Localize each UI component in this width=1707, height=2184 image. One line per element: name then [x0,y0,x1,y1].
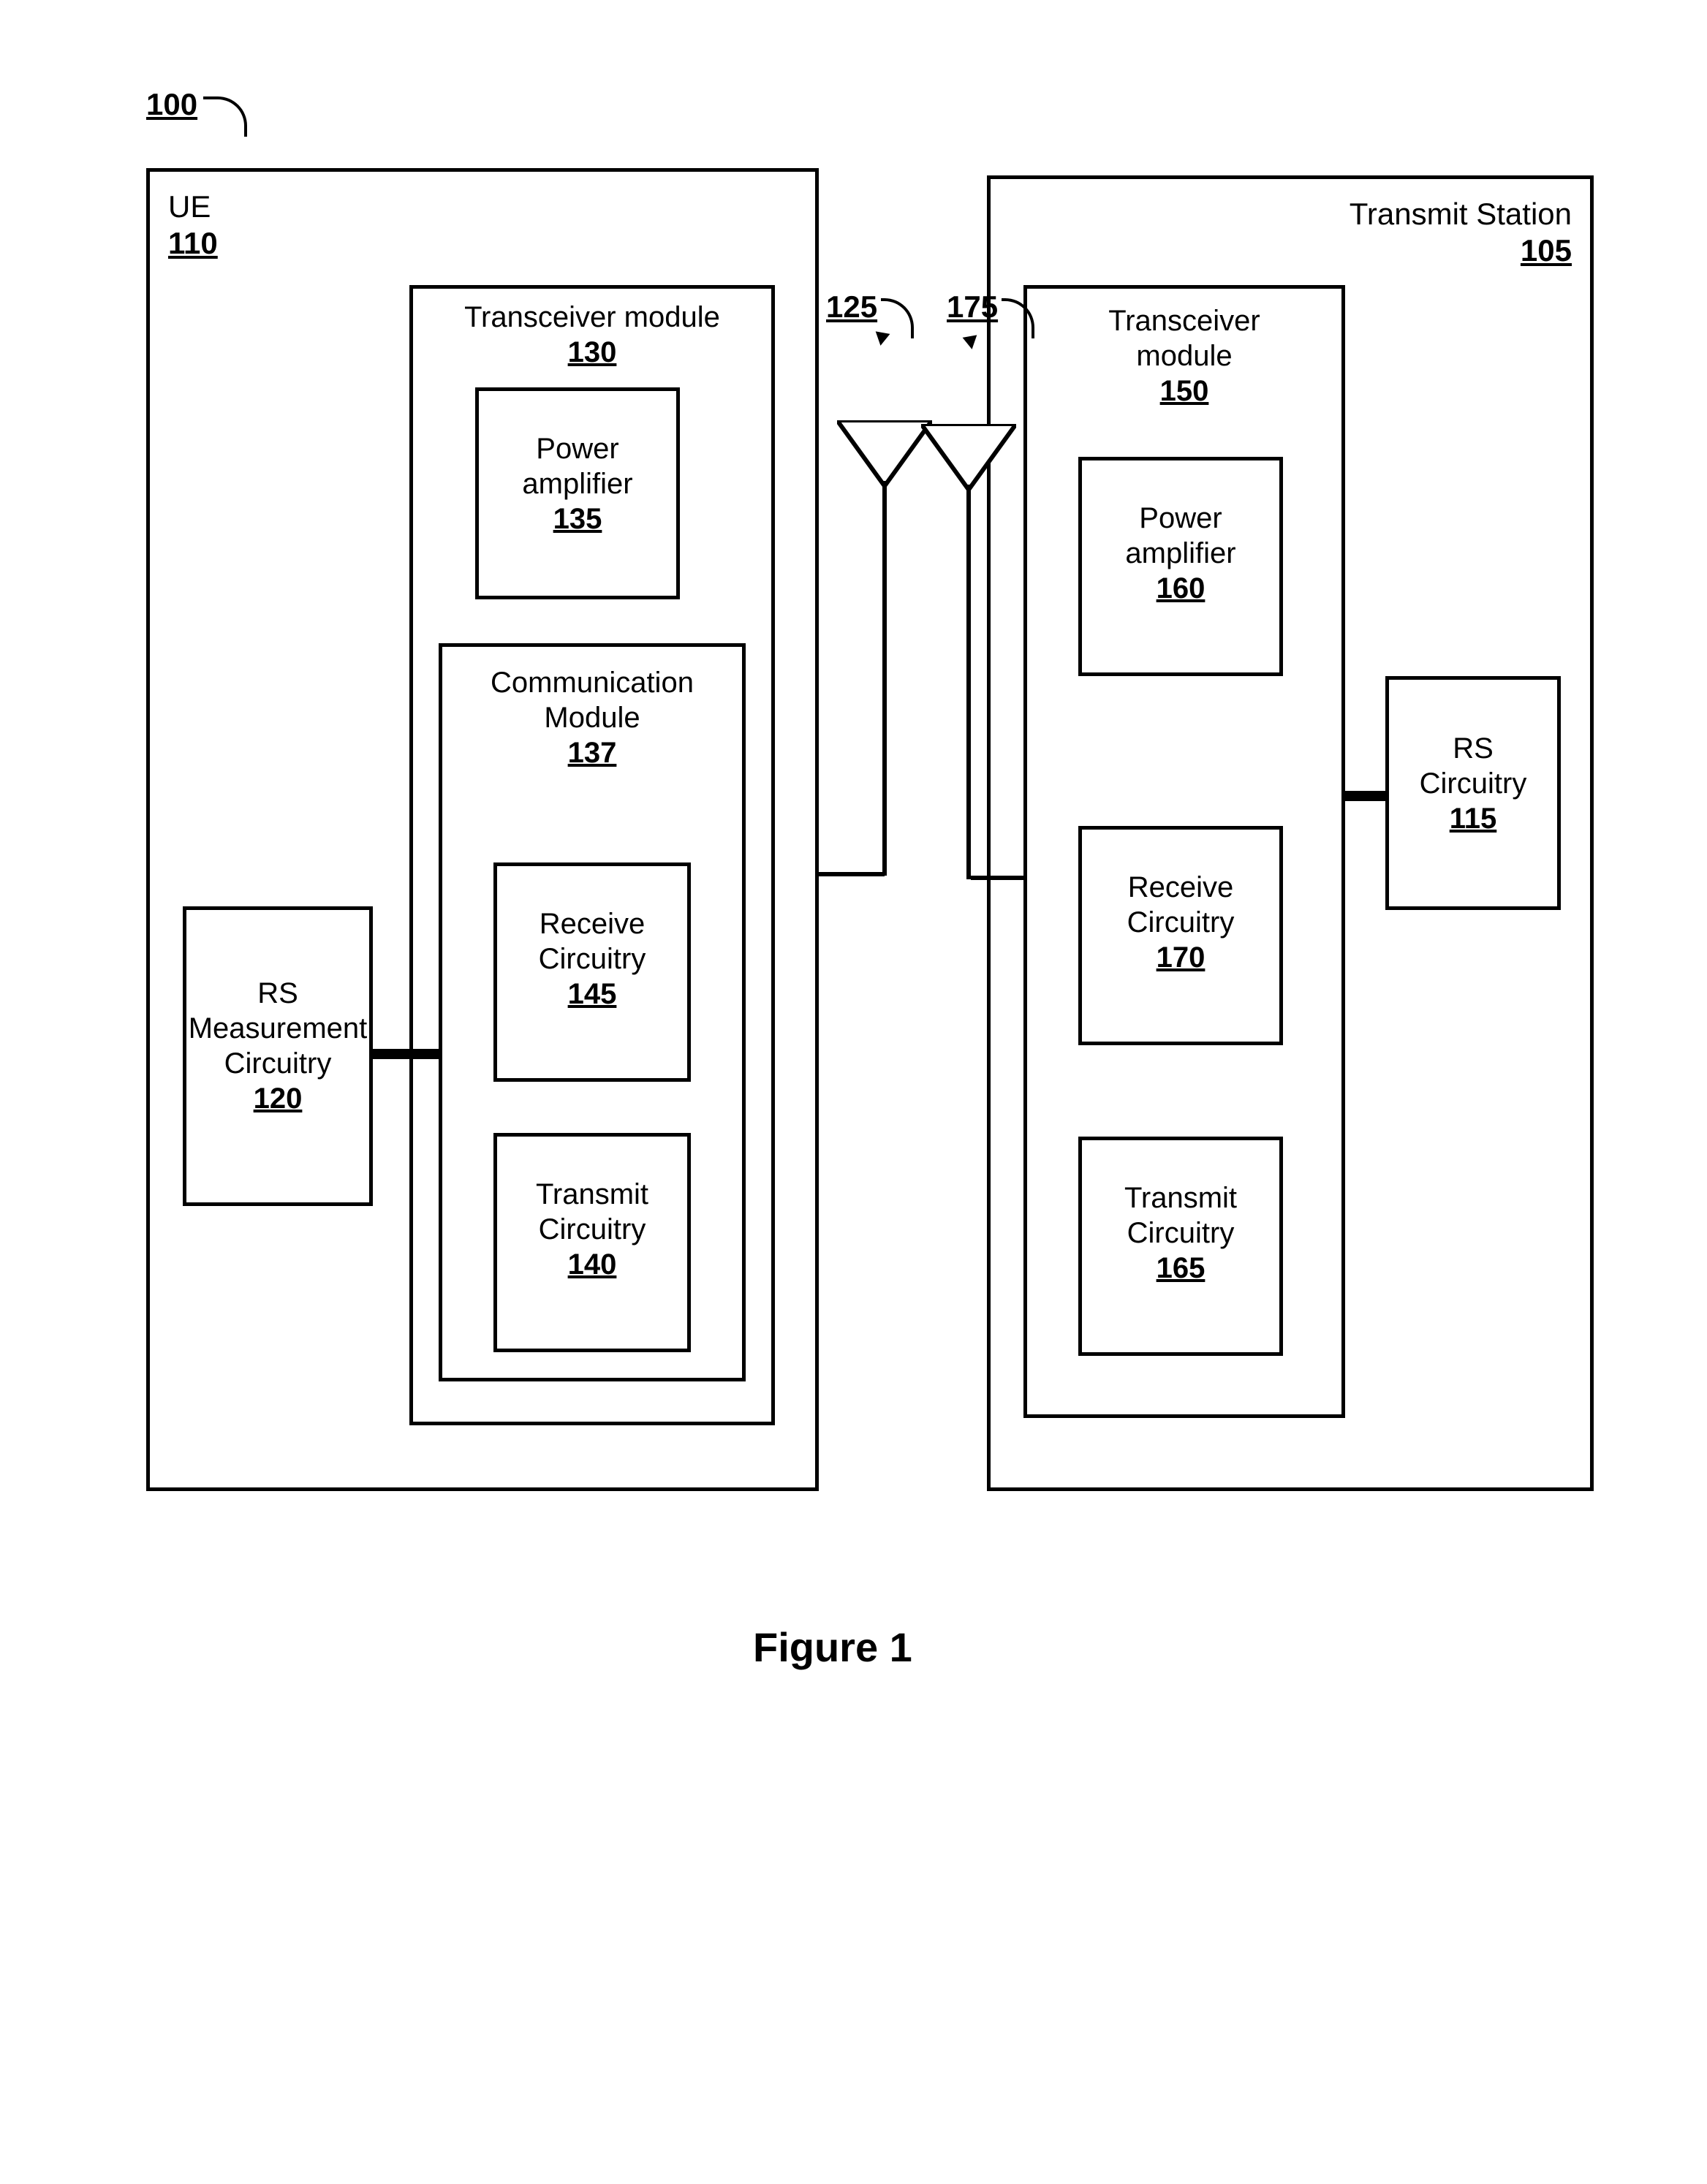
ts-antenna-ref-number: 175 [947,289,998,325]
ts-antenna-stem [966,485,971,879]
ue-antenna-ref-number: 125 [826,289,877,325]
ue-antenna-leader-hook [881,298,914,338]
ue-rx-label: Receive Circuitry 145 [493,906,691,1012]
ts-antenna-hline [971,876,1023,880]
connector-ts-trx-to-rs [1345,791,1385,801]
ue-power-amp-label: Power amplifier 135 [475,431,680,536]
ts-antenna-leader-arrowhead [963,335,980,350]
ue-antenna-leader-arrowhead [874,331,890,346]
ts-rx-label: Receive Circuitry 170 [1078,870,1283,975]
ue-antenna-stem [882,481,887,876]
ts-antenna-icon [921,424,1016,493]
ue-rs-meas-label: RS Measurement Circuitry 120 [183,976,373,1116]
ue-antenna-icon [837,420,932,490]
ue-comm-label: Communication Module 137 [439,665,746,770]
ts-rs-label: RS Circuitry 115 [1385,731,1561,836]
figure-caption: Figure 1 [753,1623,912,1672]
diagram-canvas: 100 UE 110 RS Measurement Circuitry 120 … [0,0,1707,2184]
ts-transceiver-label: Transceiver module 150 [1023,303,1345,409]
overall-ref-number: 100 [146,86,197,123]
ue-transceiver-label: Transceiver module 130 [409,300,775,370]
ue-antenna-hline [819,872,885,876]
ts-tx-label: Transmit Circuitry 165 [1078,1180,1283,1286]
ue-title: UE 110 [168,189,218,262]
ts-power-amp-label: Power amplifier 160 [1078,501,1283,606]
connector-ue-rs-to-comm [373,1049,439,1059]
ts-title: Transmit Station 105 [987,196,1572,270]
ue-tx-label: Transmit Circuitry 140 [493,1177,691,1282]
overall-ref-hook [203,96,247,137]
